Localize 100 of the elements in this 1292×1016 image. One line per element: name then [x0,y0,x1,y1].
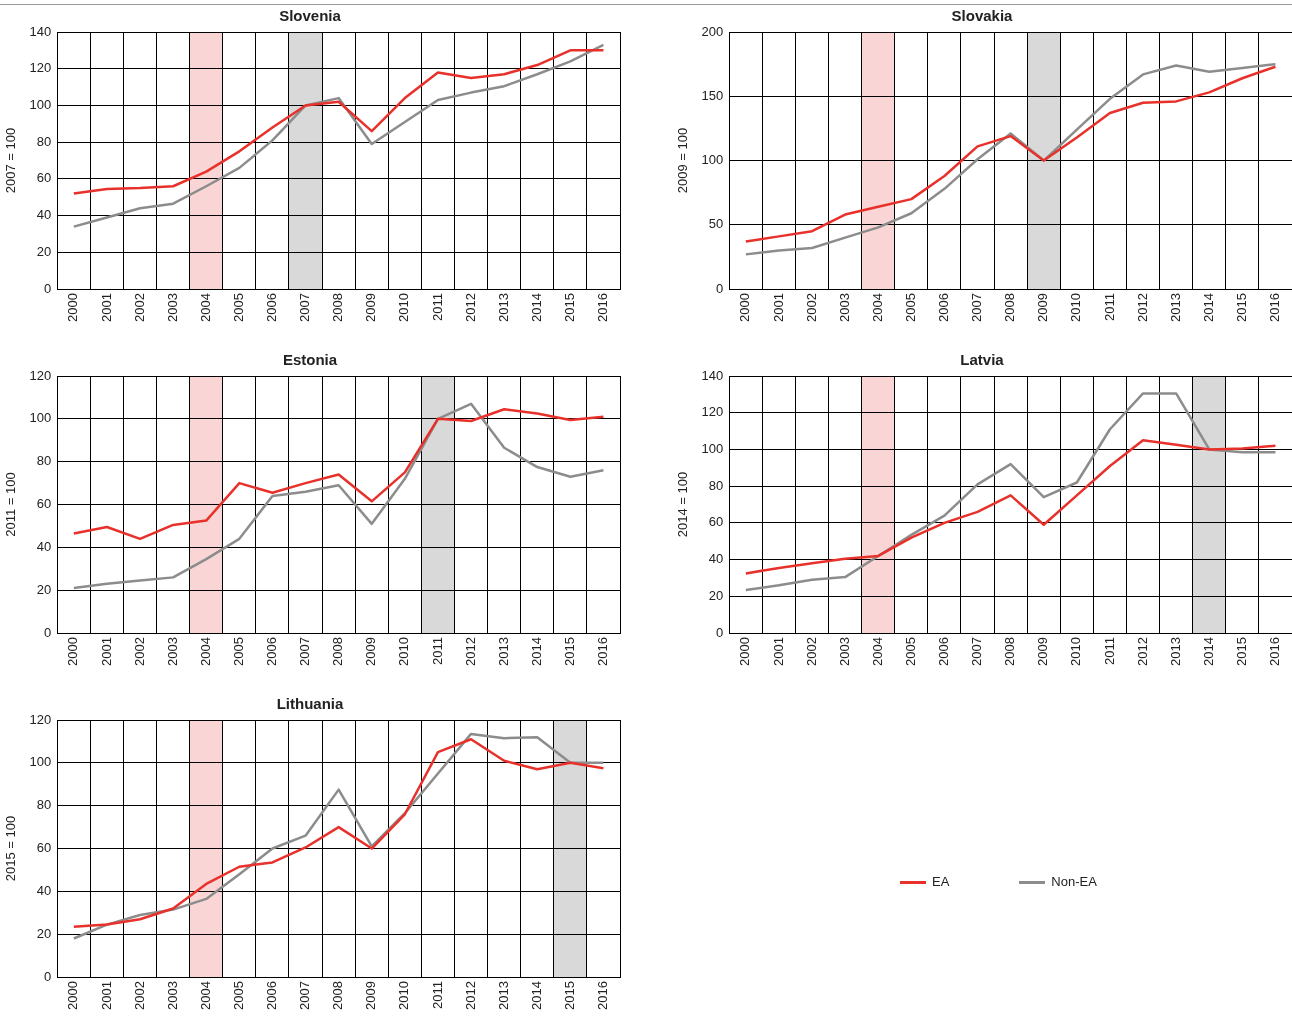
x-tick-label: 2011 [429,981,445,1010]
y-tick-label: 100 [29,97,52,113]
x-tick-label: 2008 [330,637,346,666]
x-tick-label: 2006 [264,637,280,666]
y-tick-label: 100 [701,441,724,457]
x-tick-label: 2010 [1068,293,1084,322]
x-tick-label: 2004 [197,637,213,666]
x-tick-label: 2015 [561,293,577,322]
x-tick-label: 2004 [869,637,885,666]
x-tick-label: 2007 [297,293,313,322]
y-tick-label: 140 [701,367,724,383]
y-tick-label: 100 [701,152,724,168]
x-tick-label: 2012 [462,981,478,1010]
x-tick-label: 2000 [65,293,81,322]
x-tick-label: 2012 [1134,293,1150,322]
x-tick-label: 2002 [803,293,819,322]
y-tick-label: 60 [708,514,724,530]
x-tick-label: 2002 [131,293,147,322]
x-tick-label: 2004 [869,293,885,322]
chart-title: Lithuania [276,695,344,713]
y-tick-label: 120 [29,60,52,76]
x-tick-label: 2000 [65,637,81,666]
y-tick-label: 80 [708,477,724,493]
x-tick-label: 2015 [561,981,577,1010]
chart-title: Slovenia [279,7,342,25]
y-tick-label: 150 [701,87,724,103]
x-tick-label: 2012 [462,293,478,322]
x-tick-label: 2001 [770,293,786,322]
legend-label: EA [931,874,950,889]
y-tick-label: 60 [36,496,52,512]
y-tick-label: 20 [36,243,52,259]
x-tick-label: 2009 [363,981,379,1010]
x-tick-label: 2006 [264,293,280,322]
x-tick-label: 2009 [1035,293,1051,322]
y-tick-label: 120 [29,711,52,727]
x-tick-label: 2013 [1167,637,1183,666]
x-tick-label: 2016 [595,981,611,1010]
x-tick-label: 2010 [396,637,412,666]
x-tick-label: 2014 [528,637,544,666]
x-tick-label: 2016 [1267,293,1283,322]
x-tick-label: 2006 [936,293,952,322]
x-tick-label: 2011 [1101,293,1117,322]
y-tick-label: 0 [716,624,724,640]
y-tick-label: 40 [36,207,52,223]
x-tick-label: 2007 [297,637,313,666]
y-tick-label: 60 [36,170,52,186]
y-tick-label: 20 [36,581,52,597]
x-tick-label: 2003 [164,637,180,666]
y-tick-label: 200 [701,23,724,39]
x-tick-label: 2007 [297,981,313,1010]
y-tick-label: 80 [36,133,52,149]
y-tick-label: 100 [29,410,52,426]
y-tick-label: 20 [36,925,52,941]
x-tick-label: 2003 [836,637,852,666]
x-tick-label: 2005 [230,293,246,322]
x-tick-label: 2003 [164,981,180,1010]
y-tick-label: 0 [716,280,724,296]
y-tick-label: 0 [44,624,52,640]
y-tick-label: 50 [708,216,724,232]
x-tick-label: 2003 [164,293,180,322]
chart-title: Estonia [282,351,338,369]
chart-title: Latvia [960,351,1005,369]
y-tick-label: 80 [36,453,52,469]
x-tick-label: 2011 [1101,637,1117,666]
x-tick-label: 2005 [902,293,918,322]
y-tick-label: 40 [708,551,724,567]
x-tick-label: 2008 [330,981,346,1010]
y-tick-label: 40 [36,538,52,554]
x-tick-label: 2013 [1167,293,1183,322]
x-tick-label: 2010 [1068,637,1084,666]
x-tick-label: 2001 [98,293,114,322]
x-tick-label: 2000 [65,981,81,1010]
y-axis-title: 2009 = 100 [675,127,691,194]
x-tick-label: 2008 [1002,637,1018,666]
y-tick-label: 120 [29,367,52,383]
x-tick-label: 2012 [462,637,478,666]
y-tick-label: 20 [708,587,724,603]
x-tick-label: 2010 [396,981,412,1010]
x-tick-label: 2001 [98,981,114,1010]
chart-title: Slovakia [951,7,1014,25]
y-tick-label: 0 [44,968,52,984]
x-tick-label: 2014 [1200,637,1216,666]
x-tick-label: 2008 [330,293,346,322]
x-tick-label: 2013 [495,293,511,322]
x-tick-label: 2015 [1233,637,1249,666]
legend-label: Non-EA [1050,874,1097,889]
x-tick-label: 2002 [131,637,147,666]
x-tick-label: 2008 [1002,293,1018,322]
y-tick-label: 140 [29,23,52,39]
x-tick-label: 2006 [936,637,952,666]
x-tick-label: 2013 [495,637,511,666]
x-tick-label: 2014 [528,293,544,322]
x-tick-label: 2005 [902,637,918,666]
x-tick-label: 2015 [1233,293,1249,322]
x-tick-label: 2004 [197,981,213,1010]
x-tick-label: 2013 [495,981,511,1010]
x-tick-label: 2006 [264,981,280,1010]
x-tick-label: 2016 [1267,637,1283,666]
y-tick-label: 40 [36,882,52,898]
y-axis-title: 2015 = 100 [3,815,19,882]
